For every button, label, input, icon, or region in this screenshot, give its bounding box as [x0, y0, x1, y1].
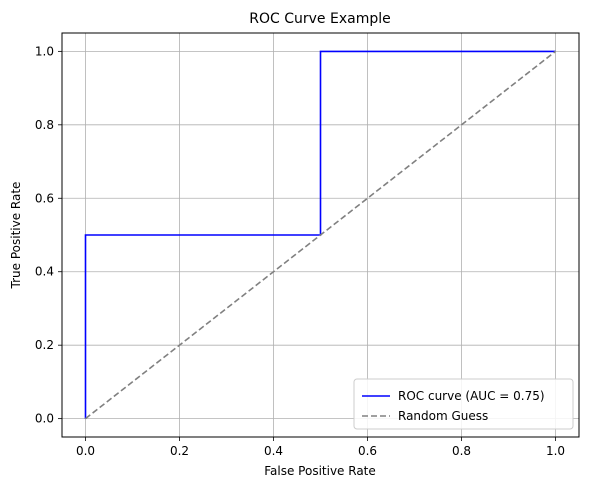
y-tick-label: 0.2 — [35, 338, 54, 352]
x-tick-label: 0.4 — [264, 444, 283, 458]
y-tick-label: 0.0 — [35, 412, 54, 426]
y-tick-label: 0.6 — [35, 191, 54, 205]
ticks: 0.0 0.2 0.4 0.6 0.8 1.0 0.0 0.2 0.4 0.6 0.8 1.0 — [35, 44, 565, 458]
y-tick-label: 0.8 — [35, 118, 54, 132]
random-guess-line — [85, 50, 556, 420]
y-tick-label: 1.0 — [35, 44, 54, 58]
chart-title: ROC Curve Example — [249, 11, 390, 27]
x-axis-label: False Positive Rate — [264, 464, 376, 478]
series-group — [84, 50, 556, 420]
x-tick-label: 0.2 — [170, 444, 189, 458]
grid — [62, 33, 579, 437]
plot-frame — [61, 32, 580, 438]
x-tick-label: 1.0 — [546, 444, 565, 458]
y-axis-label: True Positive Rate — [9, 182, 23, 290]
legend-label-random: Random Guess — [398, 409, 488, 423]
x-tick-label: 0.6 — [358, 444, 377, 458]
legend: ROC curve (AUC = 0.75) Random Guess — [353, 378, 574, 430]
y-tick-label: 0.4 — [35, 265, 54, 279]
x-tick-label: 0.8 — [452, 444, 471, 458]
legend-label-roc: ROC curve (AUC = 0.75) — [398, 389, 545, 403]
x-tick-label: 0.0 — [76, 444, 95, 458]
legend-box — [353, 378, 574, 430]
